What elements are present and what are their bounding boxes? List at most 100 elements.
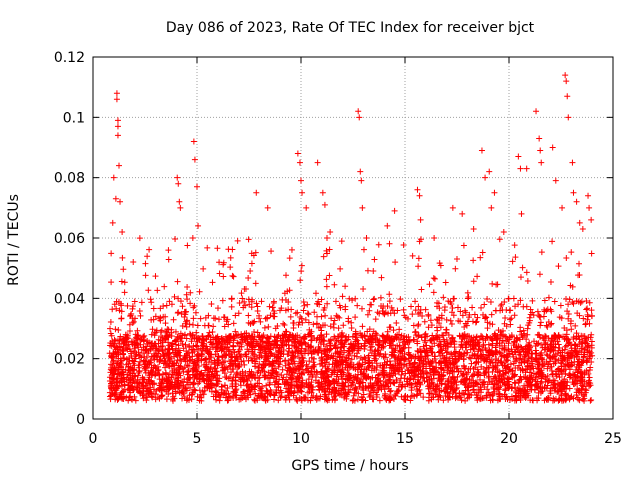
data-point-marker	[576, 219, 583, 226]
data-point-marker	[376, 397, 383, 404]
data-point-marker	[217, 391, 224, 398]
data-point-marker	[362, 355, 369, 362]
data-point-marker	[525, 322, 532, 329]
data-point-marker	[482, 337, 489, 344]
data-point-marker	[562, 370, 569, 377]
data-point-marker	[574, 386, 581, 393]
data-point-marker	[490, 385, 497, 392]
data-point-marker	[501, 342, 508, 349]
data-point-marker	[396, 326, 403, 333]
data-point-marker	[286, 345, 293, 352]
data-point-marker	[107, 318, 114, 325]
data-point-marker	[305, 311, 312, 318]
data-point-marker	[517, 366, 524, 373]
data-point-marker	[213, 389, 220, 396]
data-point-marker	[570, 189, 577, 196]
data-point-marker	[379, 304, 386, 311]
data-point-marker	[430, 365, 437, 372]
data-point-marker	[440, 294, 447, 301]
data-point-marker	[469, 318, 476, 325]
data-point-marker	[387, 310, 394, 317]
data-point-marker	[376, 377, 383, 384]
data-point-marker	[114, 337, 121, 344]
data-point-marker	[448, 335, 455, 342]
data-point-marker	[209, 328, 216, 335]
data-point-marker	[552, 177, 559, 184]
y-tick-label: 0.02	[54, 352, 85, 368]
data-point-marker	[195, 363, 202, 370]
data-point-marker	[585, 334, 592, 341]
data-point-marker	[324, 373, 331, 380]
data-point-marker	[380, 383, 387, 390]
data-point-marker	[327, 228, 334, 235]
data-point-marker	[218, 354, 225, 361]
data-point-marker	[316, 301, 323, 308]
data-point-marker	[452, 265, 459, 272]
data-point-marker	[418, 286, 425, 293]
data-point-marker	[570, 375, 577, 382]
data-point-marker	[278, 393, 285, 400]
data-point-marker	[551, 298, 558, 305]
data-point-marker	[138, 299, 145, 306]
data-point-marker	[549, 371, 556, 378]
data-point-marker	[256, 360, 263, 367]
data-point-marker	[412, 298, 419, 305]
data-point-marker	[212, 351, 219, 358]
data-point-marker	[585, 192, 592, 199]
data-point-marker	[228, 296, 235, 303]
data-point-marker	[119, 228, 126, 235]
x-tick-label: 20	[500, 431, 518, 447]
data-point-marker	[507, 361, 514, 368]
data-point-marker	[346, 295, 353, 302]
data-point-marker	[177, 338, 184, 345]
data-point-marker	[218, 383, 225, 390]
data-point-marker	[319, 335, 326, 342]
data-point-marker	[501, 374, 508, 381]
data-point-marker	[578, 349, 585, 356]
data-point-marker	[579, 340, 586, 347]
data-point-marker	[376, 342, 383, 349]
data-point-marker	[236, 396, 243, 403]
data-point-marker	[143, 394, 150, 401]
data-point-marker	[206, 356, 213, 363]
data-point-marker	[205, 322, 212, 329]
data-point-marker	[131, 385, 138, 392]
data-point-marker	[267, 312, 274, 319]
data-point-marker	[179, 332, 186, 339]
data-point-marker	[251, 329, 258, 336]
data-point-marker	[467, 346, 474, 353]
data-point-marker	[512, 303, 519, 310]
data-point-marker	[561, 324, 568, 331]
data-point-marker	[112, 367, 119, 374]
data-point-marker	[166, 383, 173, 390]
data-point-marker	[125, 341, 132, 348]
data-point-marker	[304, 301, 311, 308]
data-point-marker	[126, 354, 133, 361]
data-point-marker	[464, 295, 471, 302]
data-point-marker	[573, 330, 580, 337]
data-point-marker	[180, 384, 187, 391]
data-point-marker	[250, 319, 257, 326]
data-point-marker	[578, 386, 585, 393]
data-point-marker	[541, 297, 548, 304]
data-point-marker	[396, 364, 403, 371]
data-point-marker	[345, 370, 352, 377]
data-point-marker	[267, 345, 274, 352]
data-point-marker	[480, 379, 487, 386]
data-point-marker	[301, 339, 308, 346]
x-tick-label: 15	[396, 431, 414, 447]
data-point-marker	[390, 379, 397, 386]
data-point-marker	[298, 397, 305, 404]
data-point-marker	[303, 204, 310, 211]
data-point-marker	[184, 284, 191, 291]
data-point-marker	[120, 266, 127, 273]
data-point-marker	[396, 379, 403, 386]
data-point-marker	[376, 351, 383, 358]
data-point-marker	[575, 396, 582, 403]
data-point-marker	[517, 328, 524, 335]
data-point-marker	[141, 376, 148, 383]
data-point-marker	[280, 346, 287, 353]
data-point-marker	[236, 300, 243, 307]
data-point-marker	[436, 320, 443, 327]
data-point-marker	[506, 383, 513, 390]
